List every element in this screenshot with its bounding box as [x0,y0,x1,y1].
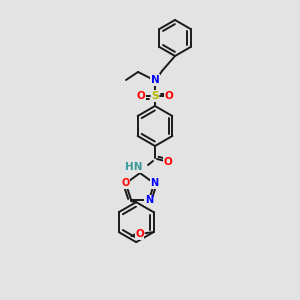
Text: O: O [164,157,172,167]
Text: O: O [165,91,173,101]
Text: S: S [151,91,159,101]
Text: O: O [135,229,144,239]
Text: N: N [145,195,153,205]
Text: N: N [150,178,158,188]
Text: O: O [136,91,146,101]
Text: N: N [151,75,159,85]
Text: O: O [122,178,130,188]
Text: HN: HN [125,162,143,172]
